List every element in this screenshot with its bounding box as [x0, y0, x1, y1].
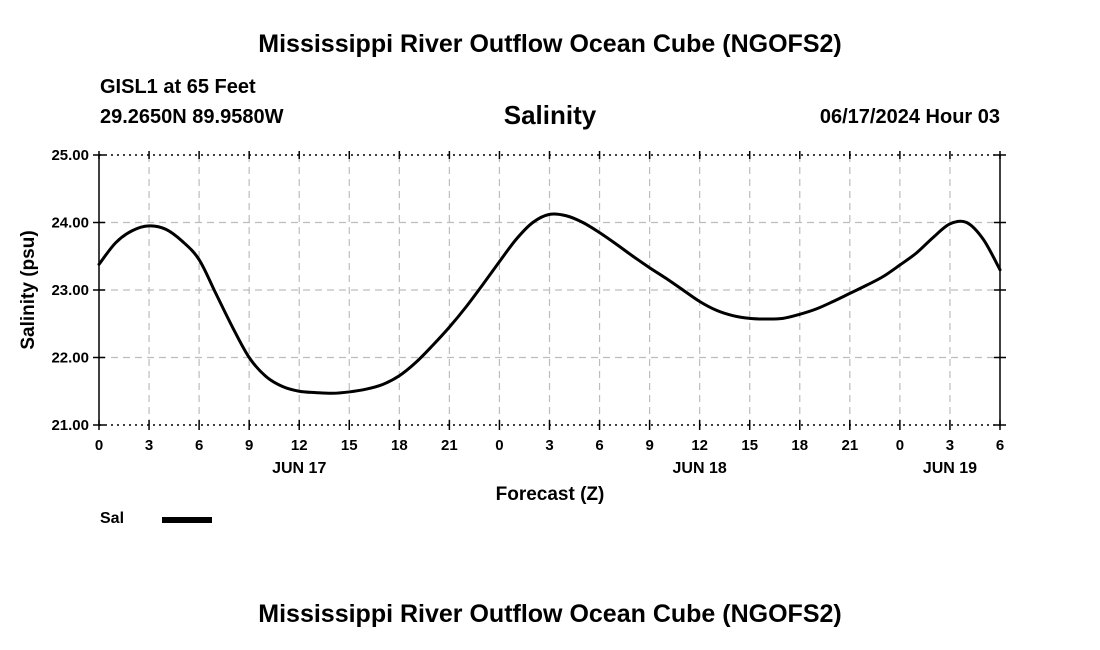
x-tick-label: 0 — [896, 437, 904, 454]
chart-subtitle: Salinity — [503, 100, 597, 130]
x-axis-label: Forecast (Z) — [496, 484, 605, 505]
x-tick-label: 12 — [291, 437, 308, 454]
footer-title: Mississippi River Outflow Ocean Cube (NG… — [258, 600, 842, 628]
x-tick-label: 9 — [245, 437, 253, 454]
y-axis-label: Salinity (psu) — [18, 230, 39, 349]
tick-labels: 0 3 6 9 12 15 18 21 0 3 6 9 12 15 18 21 0 3 6 JUN 17 JUN 18 J… — [51, 147, 1004, 477]
y-tick-label: 25.00 — [51, 147, 89, 164]
chart-title: Mississippi River Outflow Ocean Cube (NG… — [258, 30, 842, 58]
x-tick-label: 0 — [95, 437, 103, 454]
legend-line-swatch — [162, 517, 212, 523]
x-tick-label: 21 — [441, 437, 458, 454]
x-tick-label: 3 — [946, 437, 954, 454]
axes — [93, 151, 1006, 430]
x-tick-label: 15 — [341, 437, 358, 454]
y-tick-label: 23.00 — [51, 282, 89, 299]
x-tick-label: 15 — [741, 437, 758, 454]
y-tick-label: 24.00 — [51, 215, 89, 232]
day-label: JUN 18 — [673, 460, 727, 477]
x-tick-label: 6 — [595, 437, 603, 454]
day-label: JUN 17 — [272, 460, 326, 477]
y-tick-label: 22.00 — [51, 350, 89, 367]
x-tick-label: 18 — [791, 437, 808, 454]
forecast-datetime: 06/17/2024 Hour 03 — [819, 106, 1000, 128]
x-tick-label: 6 — [996, 437, 1004, 454]
x-tick-label: 3 — [145, 437, 153, 454]
station-label: GISL1 at 65 Feet — [100, 76, 256, 98]
legend-label: Sal — [100, 510, 125, 527]
x-tick-label: 21 — [841, 437, 858, 454]
grid — [99, 155, 1000, 425]
x-tick-label: 9 — [645, 437, 653, 454]
x-tick-label: 18 — [391, 437, 408, 454]
coordinates-label: 29.2650N 89.9580W — [100, 106, 284, 128]
day-label: JUN 19 — [923, 460, 977, 477]
x-tick-label: 12 — [691, 437, 708, 454]
x-tick-label: 6 — [195, 437, 203, 454]
x-tick-label: 0 — [495, 437, 503, 454]
y-tick-label: 21.00 — [51, 417, 89, 434]
x-tick-label: 3 — [545, 437, 553, 454]
series-line-sal — [97, 212, 1002, 395]
